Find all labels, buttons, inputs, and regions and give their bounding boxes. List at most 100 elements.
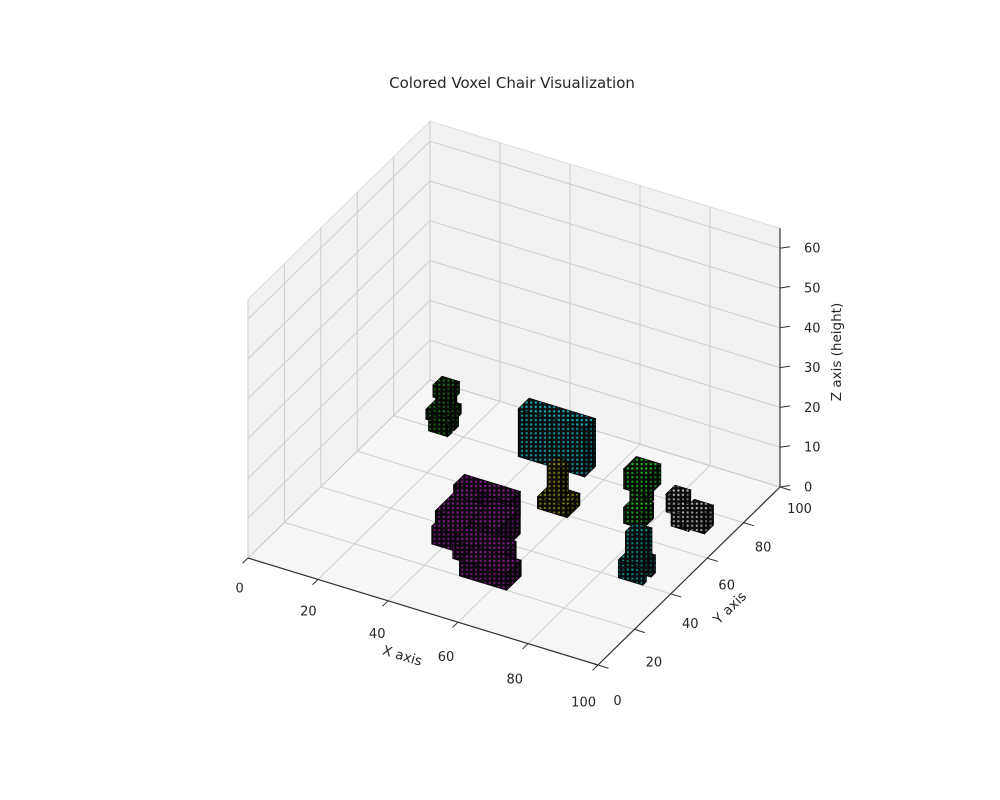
z-grid-left [247,180,431,360]
voxel-face-right-shade [561,461,569,501]
z-tick [779,365,791,369]
voxel-objects [425,375,715,592]
axis-spines [247,228,781,666]
voxel-chair-teal [617,522,657,587]
z-tick-label: 10 [804,441,821,456]
voxel-face-right-shade [642,527,652,565]
voxel-face-top [624,522,653,538]
x-tick [592,664,599,671]
voxel-face-top [458,545,522,575]
voxel-face-top [684,498,715,515]
z-grid-right [429,299,781,408]
x-tick-label: 40 [369,627,386,642]
x-tick [242,557,249,564]
voxel-face-top [617,563,648,576]
z-tick-label: 60 [804,242,821,257]
voxel-chair-dark-green-small [425,375,462,438]
x-axis-spine [247,557,599,666]
voxel-face-front-shade [671,522,689,532]
voxel-chair-green [622,456,662,530]
y-tick [743,522,755,527]
z-grid-right [429,140,781,249]
x-tick [522,643,529,650]
voxel-face-right-shade [642,554,656,576]
voxel-face-front-shade [618,567,643,586]
y-tick-label: 60 [718,579,735,594]
z-grid-left [247,140,431,320]
voxel-face-right-shade [704,505,714,534]
voxel-chair-olive-pedestal [536,456,581,519]
z-tick-label: 50 [804,282,821,297]
grid-lines [247,121,781,666]
z-tick-label: 40 [804,321,821,336]
x-grid-floor [457,443,641,623]
voxel-face-right-shade [642,502,654,530]
voxel-face-front-shade [547,464,562,501]
x-tick [382,600,389,607]
z-grid-left [247,379,431,559]
x-tick [312,579,319,586]
z-tick-label: 0 [804,481,812,496]
voxel-face-top [517,397,597,430]
voxel-face-top [432,375,461,391]
voxel-face-front-shade [537,496,568,518]
voxel-chair-cyan-backrest [517,397,597,478]
voxel-face-top [622,496,655,514]
z-tick [779,405,791,408]
z-axis-label: Z axis (height) [829,303,845,401]
x-tick-label: 80 [507,673,524,688]
voxel-face-front-shade [518,408,585,477]
voxel-face-top [622,456,662,477]
tick-labels: 0 20 40 60 80 100 0 20 40 60 80 100 0 10 20 30 40 50 60 [235,242,820,711]
voxel-face-right-shade [450,381,460,403]
voxel-face-right-shade [506,560,522,591]
y-tick-label: 20 [646,656,663,671]
voxel-chair-gray [665,484,715,535]
z-tick-label: 30 [804,361,821,376]
voxel-face-right-shade [584,418,596,477]
y-tick-label: 100 [787,502,812,517]
z-tick [779,485,791,488]
voxel-face-top [452,473,522,503]
voxel-face-top [469,499,521,531]
voxel-face-front-shade [459,560,507,591]
y-tick [779,486,791,491]
voxel-face-front-shade [685,508,705,534]
z-grid-right [429,180,781,289]
z-grid-left [247,260,431,439]
voxel-face-top [665,484,692,500]
voxel-face-front-shade [625,531,643,565]
x-tick-label: 0 [235,582,243,597]
voxel-face-right-shade [447,420,453,437]
z-grid-left [247,220,431,400]
voxel-face-right-shade [642,571,647,586]
chart-title: Colored Voxel Chair Visualization [389,74,635,92]
z-grid-right [429,379,781,488]
y-tick [707,557,718,562]
y-tick [634,628,646,634]
z-tick [779,246,791,249]
z-tick-label: 20 [804,401,821,416]
tick-marks [242,246,791,671]
x-grid-floor [317,401,501,580]
y-tick [597,664,609,669]
x-tick-label: 60 [438,650,455,665]
y-axis-spine [597,486,781,666]
voxel-face-right-shade [648,463,661,497]
z-grid-left [247,300,431,479]
voxel-face-top [546,456,570,469]
z-grid-right [429,260,781,369]
y-tick-label: 40 [682,617,699,632]
voxel-face-front-shade [623,468,649,497]
x-tick [452,621,459,628]
z-tick [779,325,791,329]
x-tick-label: 100 [571,696,596,711]
voxel-face-top [427,414,453,426]
z-grid-left [247,339,431,519]
voxel-face-right-shade [567,493,580,518]
y-tick [670,593,682,598]
x-tick-label: 20 [300,604,317,619]
z-tick [779,286,791,289]
y-axis-label: Y axis [710,589,750,629]
